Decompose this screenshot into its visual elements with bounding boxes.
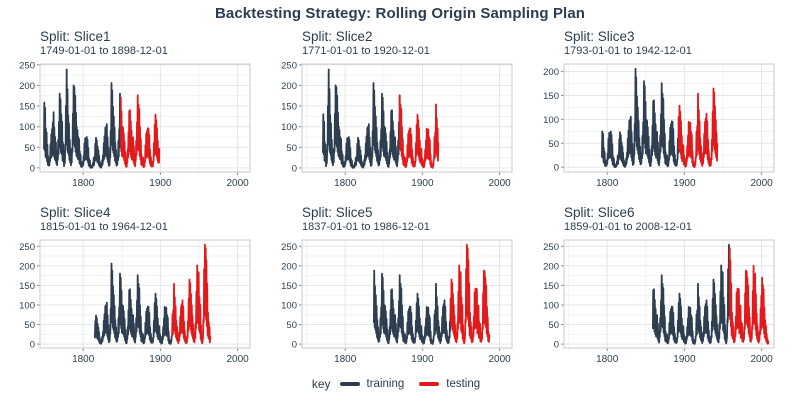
svg-text:50: 50 xyxy=(286,320,297,331)
svg-text:50: 50 xyxy=(548,139,559,150)
training-line-swatch xyxy=(339,382,360,386)
facet-subtitle: 1749-01-01 to 1898-12-01 xyxy=(40,45,168,57)
chart-title: Backtesting Strategy: Rolling Origin Sam… xyxy=(214,5,586,22)
svg-text:250: 250 xyxy=(543,242,559,253)
facet-subtitle: 1771-01-01 to 1920-12-01 xyxy=(302,45,430,57)
facet-title: Split: Slice1 xyxy=(40,29,111,44)
svg-text:150: 150 xyxy=(543,91,559,102)
facet-slice3: Split: Slice3 1793-01-01 to 1942-12-01 1… xyxy=(536,29,788,193)
svg-text:200: 200 xyxy=(543,261,559,272)
facet-plot: 1800 1900 2000 0 50 100 150 200 250 xyxy=(543,239,775,365)
svg-text:1800: 1800 xyxy=(334,354,357,365)
testing-line-swatch xyxy=(419,382,440,386)
facet-slice6: Split: Slice6 1859-01-01 to 2008-12-01 1… xyxy=(536,205,788,369)
svg-text:1900: 1900 xyxy=(149,354,172,365)
svg-text:150: 150 xyxy=(281,281,297,292)
facet-slice2: Split: Slice2 1771-01-01 to 1920-12-01 1… xyxy=(274,29,526,193)
svg-text:1800: 1800 xyxy=(72,178,95,189)
svg-text:100: 100 xyxy=(281,301,297,312)
svg-text:2000: 2000 xyxy=(750,354,773,365)
svg-text:1900: 1900 xyxy=(411,178,434,189)
facet-subtitle: 1837-01-01 to 1986-12-01 xyxy=(302,221,430,233)
svg-text:150: 150 xyxy=(281,102,297,113)
svg-text:2000: 2000 xyxy=(488,178,511,189)
facet-title: Split: Slice5 xyxy=(302,205,373,220)
svg-text:1900: 1900 xyxy=(411,354,434,365)
svg-text:1900: 1900 xyxy=(673,178,696,189)
legend-label-training: training xyxy=(366,378,405,390)
svg-text:2000: 2000 xyxy=(226,354,249,365)
svg-text:200: 200 xyxy=(19,261,35,272)
svg-text:100: 100 xyxy=(543,301,559,312)
svg-text:100: 100 xyxy=(19,301,35,312)
svg-text:100: 100 xyxy=(19,122,35,133)
facet-title: Split: Slice4 xyxy=(40,205,111,220)
svg-text:1800: 1800 xyxy=(72,354,95,365)
svg-text:250: 250 xyxy=(19,242,35,253)
svg-text:0: 0 xyxy=(30,340,35,351)
facet-slice5: Split: Slice5 1837-01-01 to 1986-12-01 1… xyxy=(274,205,526,369)
svg-text:200: 200 xyxy=(281,261,297,272)
legend-title: key xyxy=(311,377,331,391)
svg-text:200: 200 xyxy=(543,67,559,78)
facet-subtitle: 1859-01-01 to 2008-12-01 xyxy=(564,221,692,233)
svg-text:2000: 2000 xyxy=(750,178,773,189)
svg-text:250: 250 xyxy=(19,60,35,71)
facet-plot: 1800 1900 2000 0 50 100 150 200 250 xyxy=(19,239,251,365)
svg-text:150: 150 xyxy=(543,281,559,292)
legend-label-testing: testing xyxy=(446,378,481,390)
svg-text:200: 200 xyxy=(281,81,297,92)
facet-slice4: Split: Slice4 1815-01-01 to 1964-12-01 1… xyxy=(12,205,264,369)
svg-text:0: 0 xyxy=(554,340,559,351)
svg-text:0: 0 xyxy=(30,163,35,174)
svg-text:150: 150 xyxy=(19,102,35,113)
svg-text:200: 200 xyxy=(19,81,35,92)
facet-slice1: Split: Slice1 1749-01-01 to 1898-12-01 1… xyxy=(12,29,264,193)
svg-text:1900: 1900 xyxy=(673,354,696,365)
svg-text:250: 250 xyxy=(281,60,297,71)
svg-text:50: 50 xyxy=(24,320,35,331)
facet-title: Split: Slice3 xyxy=(564,29,635,44)
svg-text:100: 100 xyxy=(281,122,297,133)
svg-text:1800: 1800 xyxy=(596,178,619,189)
facet-plot: 1800 1900 2000 0 50 100 150 200 250 xyxy=(281,60,513,189)
facet-grid: Split: Slice1 1749-01-01 to 1898-12-01 1… xyxy=(0,29,800,369)
svg-text:0: 0 xyxy=(292,163,297,174)
svg-text:100: 100 xyxy=(543,115,559,126)
facet-title: Split: Slice2 xyxy=(302,29,373,44)
svg-text:0: 0 xyxy=(554,163,559,174)
facet-plot: 1800 1900 2000 0 50 100 150 200 250 xyxy=(281,239,513,365)
svg-text:150: 150 xyxy=(19,281,35,292)
facet-plot: 1800 1900 2000 0 50 100 150 200 250 xyxy=(19,60,251,189)
svg-text:250: 250 xyxy=(281,242,297,253)
svg-text:2000: 2000 xyxy=(226,178,249,189)
facet-subtitle: 1793-01-01 to 1942-12-01 xyxy=(564,45,692,57)
svg-text:50: 50 xyxy=(24,143,35,154)
svg-text:1800: 1800 xyxy=(596,354,619,365)
svg-text:1800: 1800 xyxy=(334,178,357,189)
facet-plot: 1800 1900 2000 0 50 100 150 200 xyxy=(543,63,775,189)
svg-text:0: 0 xyxy=(292,340,297,351)
svg-text:50: 50 xyxy=(286,143,297,154)
facet-title: Split: Slice6 xyxy=(564,205,635,220)
svg-text:1900: 1900 xyxy=(149,178,172,189)
svg-text:2000: 2000 xyxy=(488,354,511,365)
legend: key training testing xyxy=(0,377,800,391)
svg-text:50: 50 xyxy=(548,320,559,331)
facet-subtitle: 1815-01-01 to 1964-12-01 xyxy=(40,221,168,233)
